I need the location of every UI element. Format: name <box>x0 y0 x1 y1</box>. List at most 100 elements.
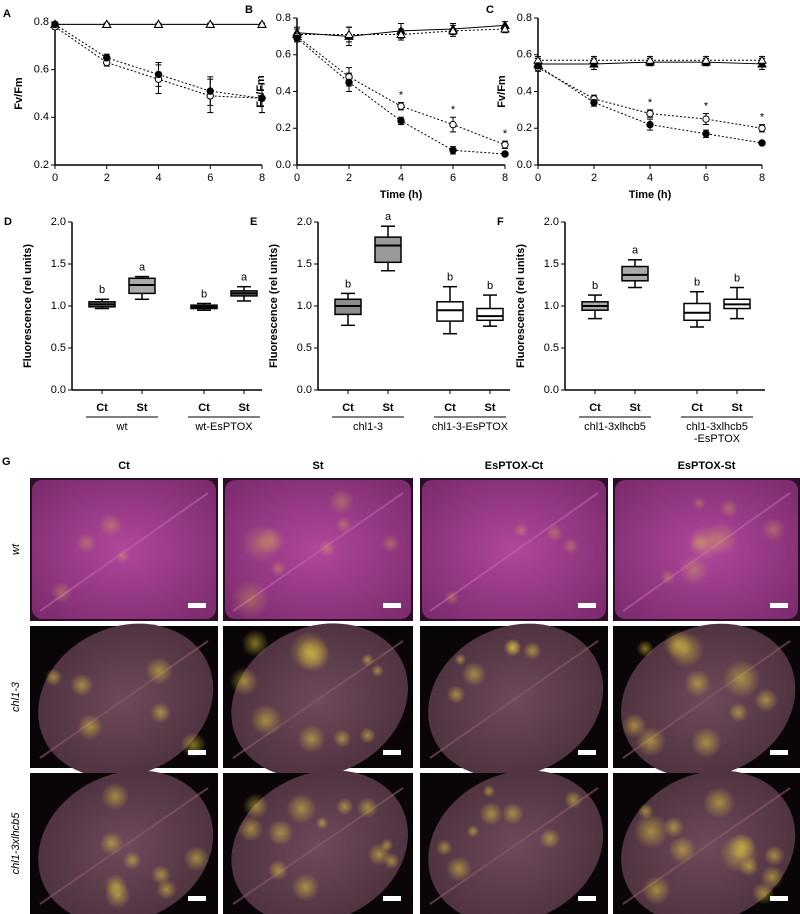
x-tick-label: 0 <box>535 172 541 184</box>
letter-label: b <box>345 278 351 290</box>
marker <box>501 141 509 149</box>
y-tick-label: 0.0 <box>544 384 559 396</box>
marker <box>702 115 710 123</box>
x-axis-label: Time (h) <box>629 189 672 201</box>
fluorescent-spot <box>183 845 210 872</box>
fluorescent-spot <box>318 539 336 557</box>
marker <box>51 20 59 29</box>
fluorescent-spot <box>761 517 786 542</box>
fluorescent-spot <box>359 727 376 744</box>
fluorescent-spot <box>44 668 63 687</box>
x-tick-label: St <box>485 402 496 414</box>
scale-bar <box>578 603 596 608</box>
fluorescent-spot <box>250 704 282 736</box>
series-line <box>537 65 763 144</box>
fluorescent-spot <box>367 842 391 867</box>
y-tick-label: 1.0 <box>297 300 312 312</box>
x-tick-label: 2 <box>591 172 597 184</box>
y-tick-label: 1.5 <box>51 258 66 270</box>
fluorescent-spot <box>563 790 583 809</box>
fluorescent-spot <box>739 856 760 877</box>
panel-label: F <box>497 216 504 228</box>
x-tick-label: St <box>630 402 641 414</box>
x-tick-label: St <box>732 402 743 414</box>
significance-mark: * <box>399 89 404 101</box>
fluorescent-spot <box>545 523 564 542</box>
fluorescent-spot <box>763 844 786 867</box>
fluorescent-spot <box>479 801 503 826</box>
fluorescent-spot <box>150 702 172 724</box>
marker <box>758 124 766 132</box>
marker <box>257 19 267 28</box>
scale-bar <box>578 750 596 755</box>
marker <box>646 109 654 118</box>
marker <box>344 29 354 39</box>
x-tick-label: 4 <box>398 172 404 184</box>
fluorescent-spot <box>446 685 466 704</box>
fluorescent-spot <box>335 516 353 534</box>
group-label: chl1-3xlhcb5 <box>584 421 646 433</box>
significance-mark: * <box>451 104 456 116</box>
marker <box>345 78 353 87</box>
y-axis-label: Fluorescence (rel units) <box>268 244 280 368</box>
y-axis-label: Fv/Fm <box>496 75 508 108</box>
letter-label: b <box>487 280 493 292</box>
fluorescent-spot <box>291 873 320 902</box>
x-tick-label: 6 <box>207 172 213 184</box>
y-tick-label: 1.0 <box>51 300 66 312</box>
marker <box>701 55 711 64</box>
x-tick-label: St <box>137 402 148 414</box>
fluorescent-spot <box>99 831 124 855</box>
x-tick-label: 6 <box>450 172 456 184</box>
fluorescent-spot <box>436 839 453 856</box>
leaf-image <box>613 770 800 914</box>
fluorescent-spot <box>50 581 73 604</box>
y-tick-label: 0.0 <box>276 159 291 171</box>
fluorescent-spot <box>446 856 472 882</box>
series-line <box>537 67 763 129</box>
marker <box>153 19 164 28</box>
fluorescent-spot <box>145 657 173 685</box>
letter-label: b <box>694 277 700 289</box>
marker <box>206 87 214 95</box>
fluorescent-spot <box>122 851 142 870</box>
leaf-image <box>420 770 608 914</box>
fluorescent-spot <box>335 797 354 816</box>
scale-bar <box>188 750 206 755</box>
row-label: chl1-3xlhcb5 <box>10 812 22 875</box>
fluorescent-spot <box>328 488 355 515</box>
fluorescent-spot <box>151 864 172 885</box>
fluorescent-spot <box>267 819 294 846</box>
column-label: EsPTOX-Ct <box>485 460 544 472</box>
y-tick-label: 0.0 <box>517 159 532 171</box>
y-tick-label: 0.4 <box>517 85 532 97</box>
marker <box>205 19 216 28</box>
fluorescent-spot <box>286 793 317 824</box>
marker <box>449 146 457 155</box>
y-tick-label: 0.0 <box>297 384 312 396</box>
x-axis-label: Time (h) <box>380 189 423 201</box>
marker <box>103 54 111 62</box>
group-label: wt-EsPTOX <box>194 421 253 433</box>
y-tick-label: 2.0 <box>51 216 66 228</box>
fluorescent-spot <box>635 726 666 757</box>
letter-label: b <box>201 288 207 300</box>
fluorescent-spot <box>267 859 289 881</box>
panel-label: D <box>4 216 12 228</box>
fluorescent-spot <box>241 629 269 657</box>
leaf-image <box>613 478 800 621</box>
x-tick-label: 8 <box>502 172 508 184</box>
fluorescent-spot <box>523 641 542 660</box>
leaf-image <box>420 478 608 621</box>
fluorescent-spot <box>636 640 654 658</box>
fluorescent-spot <box>562 538 579 555</box>
scale-bar <box>770 750 788 755</box>
y-tick-label: 0.8 <box>276 12 291 24</box>
fluorescent-spot <box>659 569 676 585</box>
letter-label: a <box>385 211 392 223</box>
group-label: wt <box>116 421 128 433</box>
box <box>436 301 464 322</box>
leaf-vein <box>232 640 404 759</box>
x-tick-label: Ct <box>96 402 108 414</box>
fluorescent-spot <box>668 835 697 864</box>
